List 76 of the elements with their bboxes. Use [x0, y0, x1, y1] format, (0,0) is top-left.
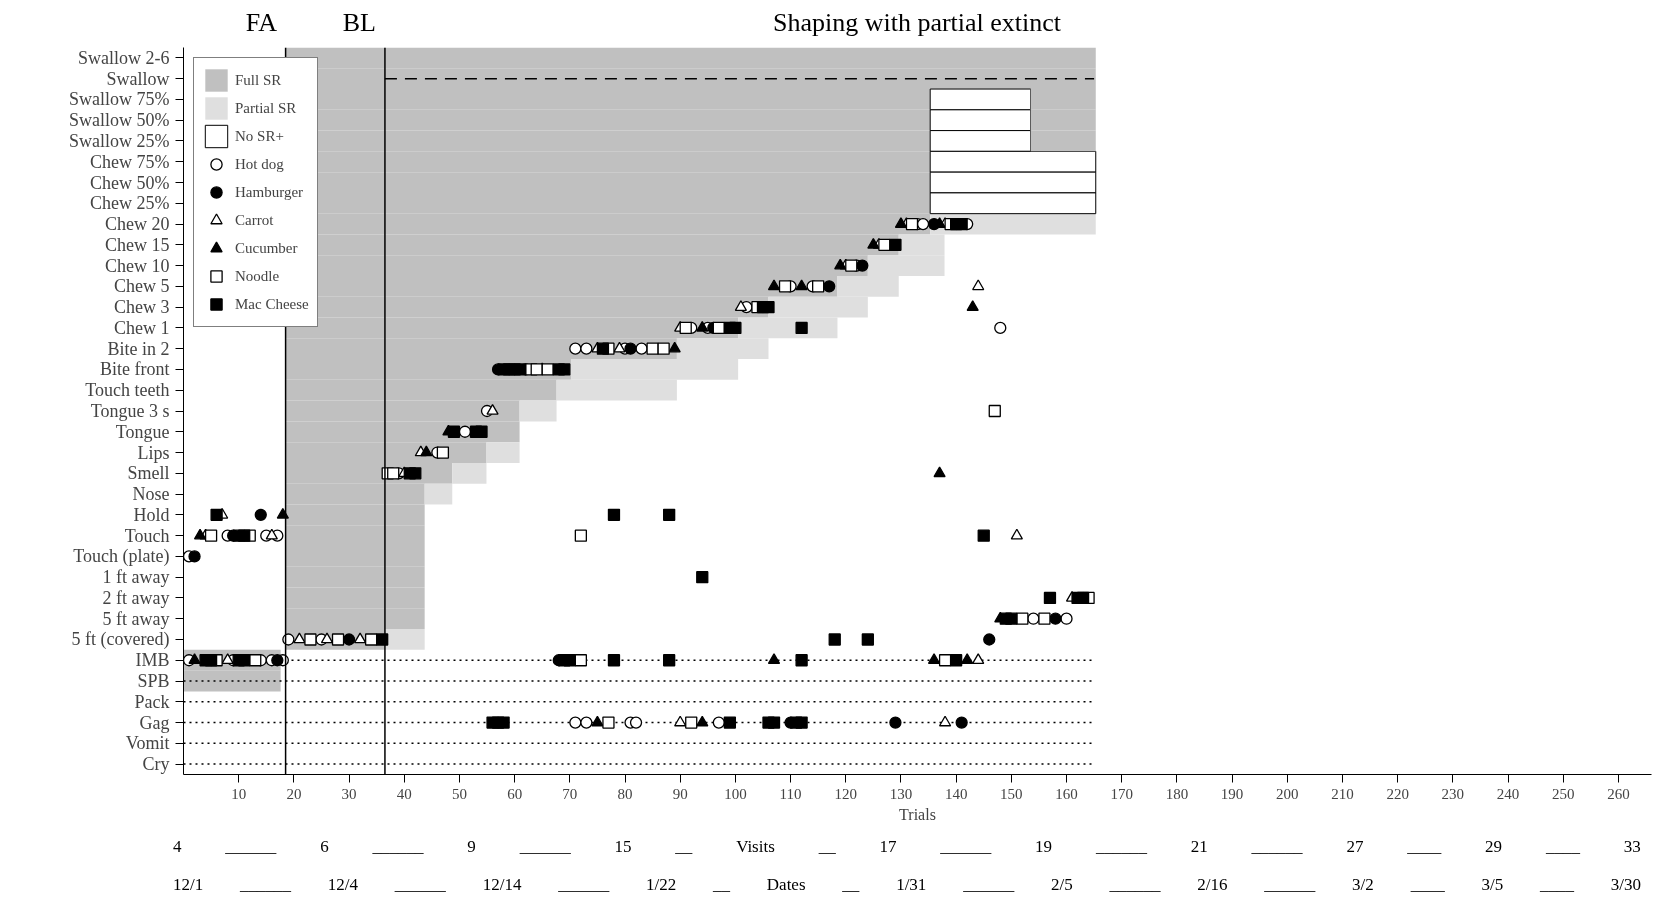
y-tick-label: Chew 1: [114, 317, 170, 338]
y-tick-label: 5 ft away: [102, 608, 170, 629]
y-tick-label: 2 ft away: [102, 587, 170, 608]
y-tick-label: 5 ft (covered): [71, 629, 170, 651]
y-tick-label: Touch (plate): [73, 546, 170, 568]
x-tick-label: 230: [1441, 785, 1465, 802]
y-tick-label: Chew 3: [114, 297, 170, 318]
x-tick-label: 20: [286, 785, 302, 802]
legend-label: Hamburger: [235, 183, 304, 201]
y-tick-label: Tongue: [115, 421, 170, 442]
legend-label: Cucumber: [235, 239, 298, 257]
y-tick-label: Bite front: [100, 359, 170, 380]
text: 12/1 ______ 12/4 ______ 12/14 ______ 1/22 __ Dates __ 1/31 ______ 2/5 ______ 2/16 ______ 3/2 ____ 3/5 ____ 3/30: [173, 875, 1641, 894]
y-tick-label: Touch teeth: [85, 380, 170, 401]
y-tick-label: Vomit: [125, 733, 170, 754]
ref-line-label: BL: [342, 7, 376, 39]
y-tick-label: Touch: [124, 525, 170, 546]
y-tick-label: Smell: [127, 463, 170, 484]
y-tick-label: Hold: [133, 504, 170, 525]
legend-label: Partial SR: [235, 99, 297, 117]
x-tick-label: 90: [672, 785, 688, 802]
text: 4 ______ 6 ______ 9 ______ 15 __ Visits __ 17 ______ 19 ______ 21 ______ 27 ____ 29 ____ 33: [173, 837, 1641, 856]
y-tick-label: Nose: [132, 484, 170, 505]
ref-line-label: FA: [245, 7, 277, 39]
x-tick-label: 50: [451, 785, 467, 802]
x-axis-title: Trials: [899, 805, 936, 823]
x-tick-label: 100: [724, 785, 747, 802]
y-tick-label: Chew 25%: [90, 193, 170, 214]
x-tick-label: 190: [1220, 785, 1244, 802]
x-tick-label: 120: [834, 785, 858, 802]
legend-label: Noodle: [235, 267, 280, 285]
y-tick-label: Chew 15: [105, 234, 170, 255]
x-tick-label: 110: [779, 785, 802, 802]
y-tick-label: Tongue 3 s: [90, 401, 170, 421]
x-tick-label: 220: [1386, 785, 1409, 802]
x-tick-label: 180: [1165, 785, 1189, 802]
legend-label: Full SR: [235, 71, 282, 89]
x-tick-label: 200: [1276, 785, 1299, 802]
y-tick-label: IMB: [135, 650, 170, 671]
y-tick-label: Bite in 2: [107, 338, 170, 359]
x-tick-label: 60: [507, 785, 523, 802]
y-tick-label: Gag: [139, 712, 170, 733]
y-tick-label: Chew 20: [105, 214, 170, 235]
y-tick-label: Swallow 50%: [69, 110, 170, 131]
y-tick-label: Cry: [142, 754, 170, 775]
y-tick-label: Chew 50%: [90, 172, 170, 193]
chart-title: Shaping with partial extinct: [772, 8, 1062, 37]
y-tick-label: Swallow 2-6: [78, 47, 170, 68]
x-tick-label: 160: [1055, 785, 1078, 802]
legend-label: Hot dog: [235, 155, 284, 173]
y-tick-label: Chew 5: [114, 276, 170, 297]
y-tick-label: Swallow: [106, 68, 170, 89]
y-tick-label: Chew 75%: [90, 151, 170, 172]
x-tick-label: 40: [396, 785, 412, 802]
x-tick-label: 260: [1607, 785, 1630, 802]
x-tick-label: 240: [1496, 785, 1520, 802]
x-tick-label: 30: [341, 785, 357, 802]
x-tick-label: 150: [1000, 785, 1023, 802]
y-tick-label: Pack: [134, 691, 170, 712]
x-tick-label: 250: [1551, 785, 1575, 802]
y-tick-label: Chew 10: [105, 255, 170, 276]
y-tick-label: Swallow 25%: [69, 130, 170, 151]
y-tick-label: Lips: [137, 442, 170, 463]
legend-label: No SR+: [235, 127, 284, 145]
y-tick-label: 1 ft away: [102, 567, 170, 588]
x-tick-label: 140: [944, 785, 968, 802]
x-tick-label: 210: [1331, 785, 1354, 802]
legend-label: Mac Cheese: [235, 295, 309, 313]
legend-label: Carrot: [235, 211, 274, 229]
x-tick-label: 80: [617, 785, 633, 802]
x-tick-label: 130: [889, 785, 913, 802]
y-tick-label: Swallow 75%: [69, 89, 170, 110]
x-tick-label: 10: [231, 785, 247, 802]
y-tick-label: SPB: [137, 671, 170, 692]
x-tick-label: 170: [1110, 785, 1133, 802]
x-tick-label: 70: [562, 785, 578, 802]
